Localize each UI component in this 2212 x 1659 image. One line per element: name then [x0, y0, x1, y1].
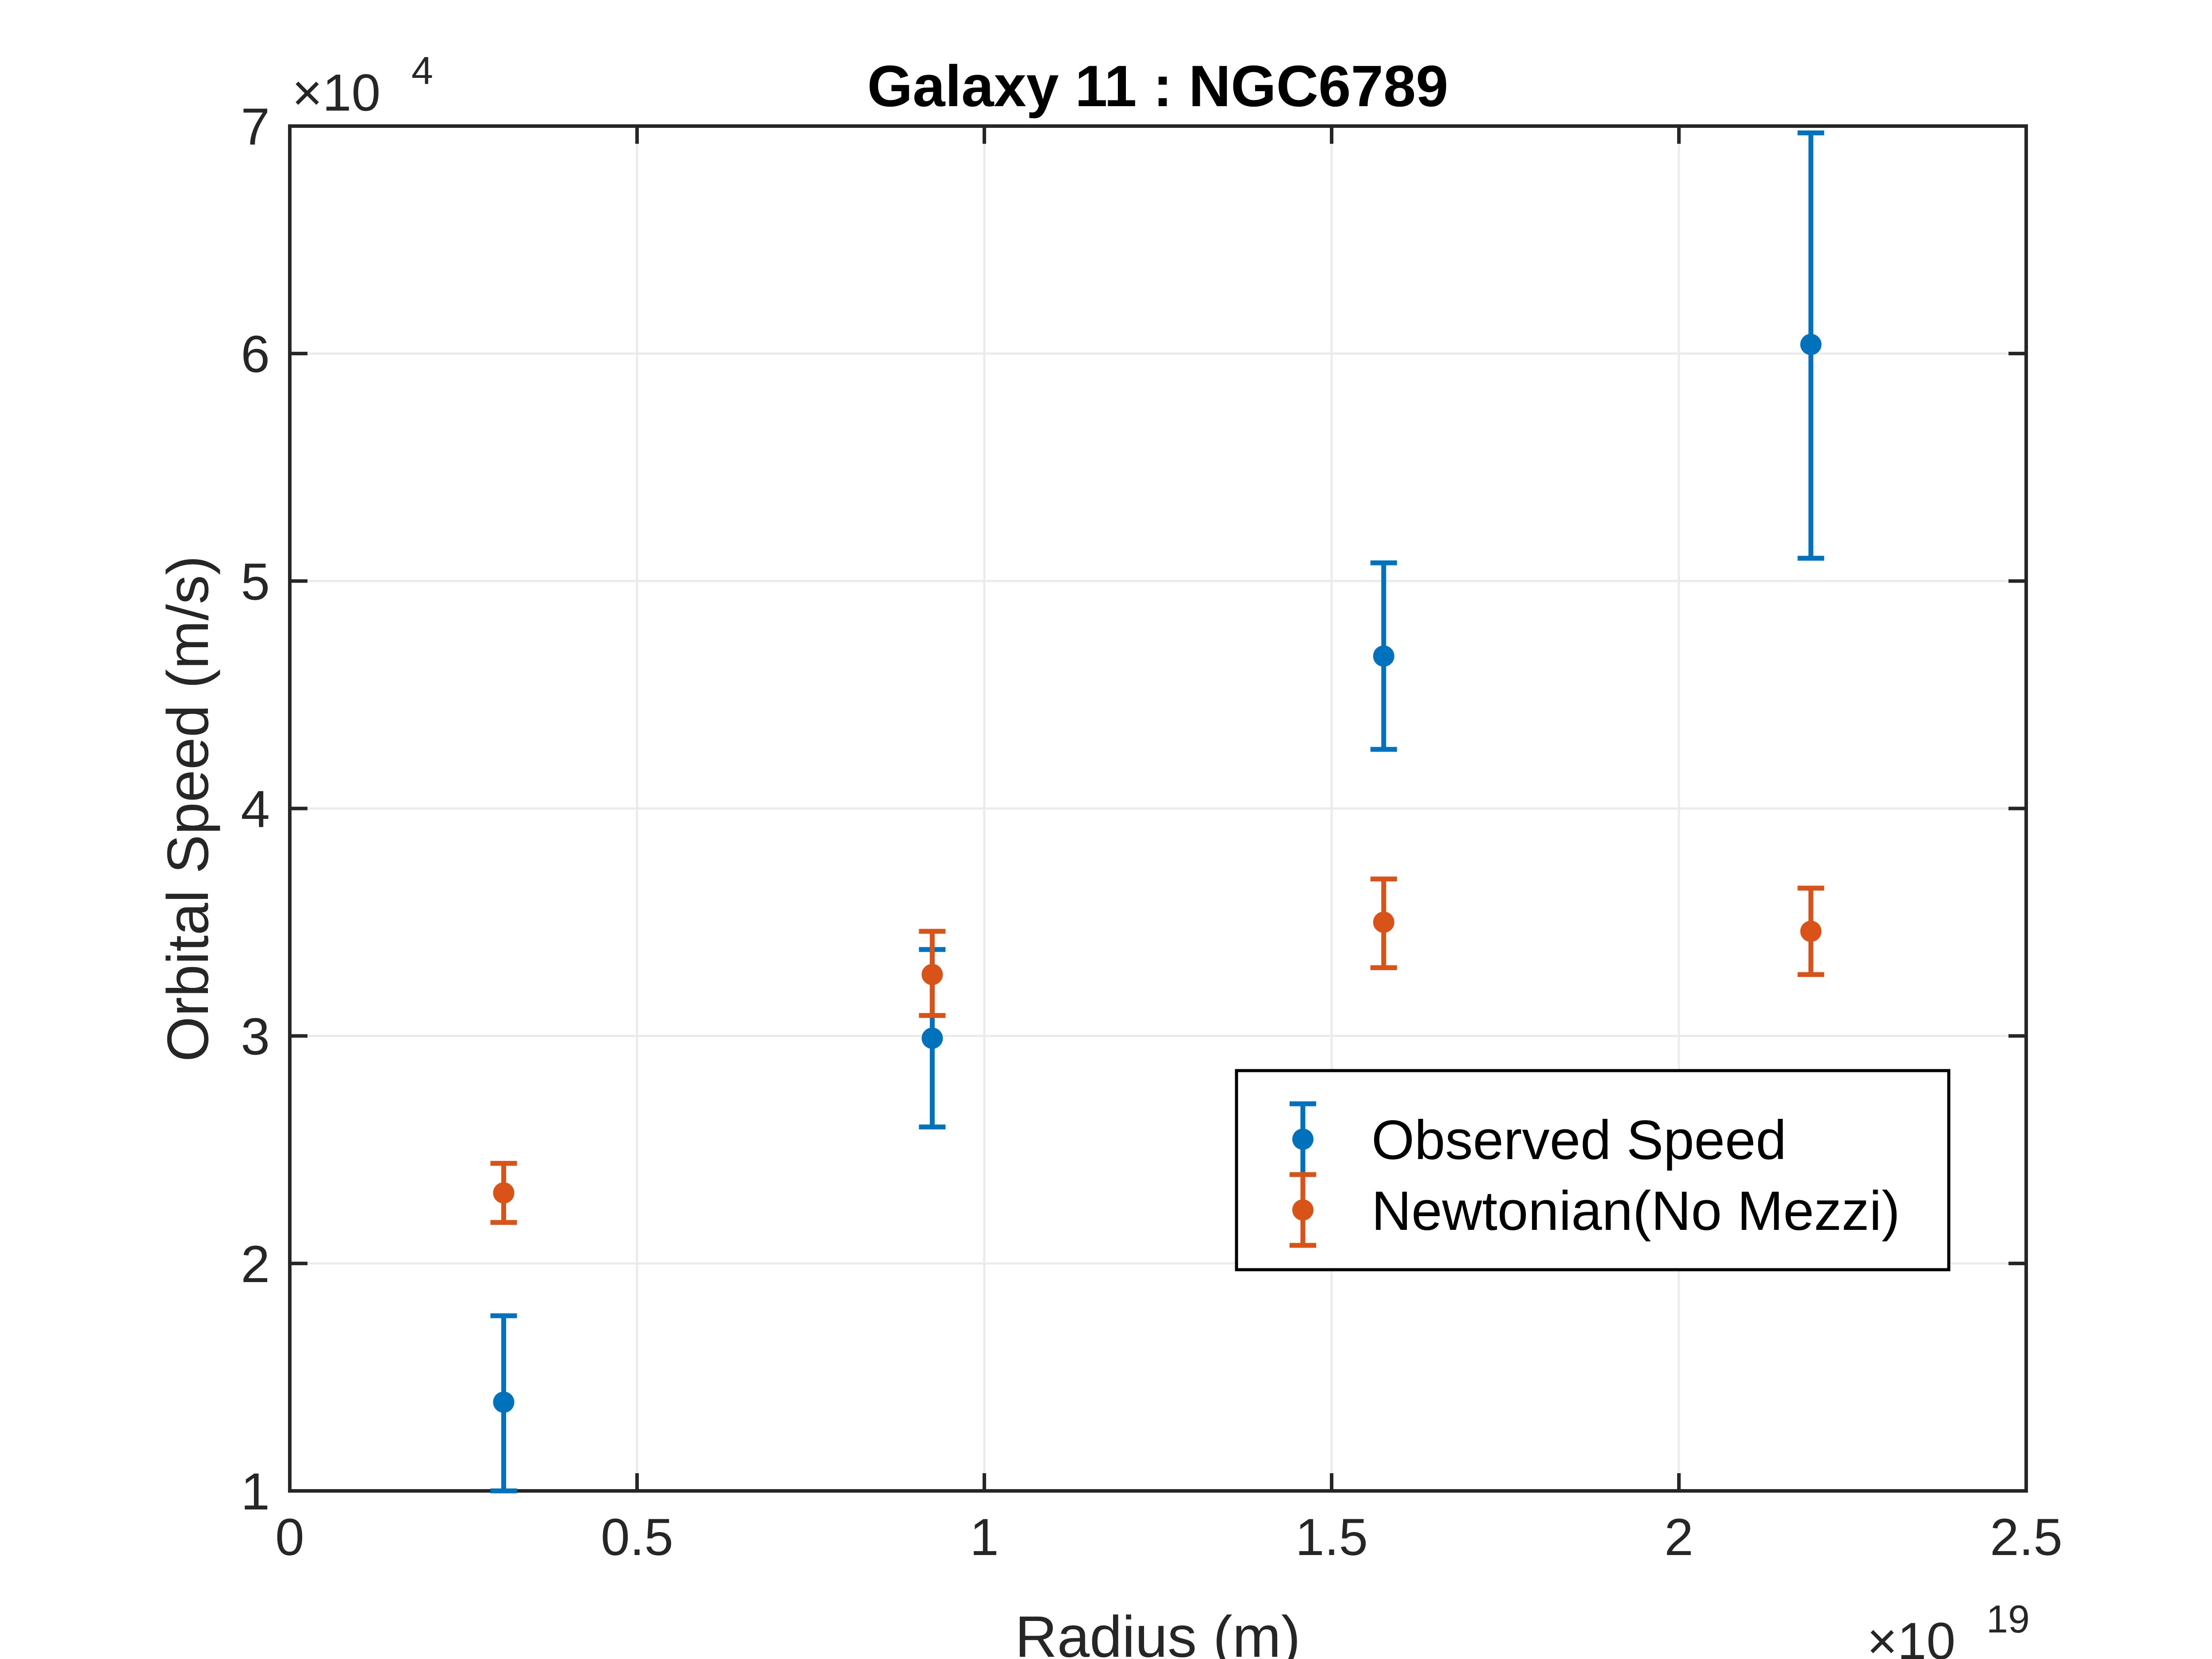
x-tick-label: 1.5: [1295, 1508, 1368, 1567]
legend-box: [1235, 1069, 1951, 1271]
legend-marker: [1292, 1129, 1313, 1150]
data-point: [1800, 334, 1822, 355]
y-tick-label: 5: [241, 553, 270, 611]
chart-title: Galaxy 11 : NGC6789: [867, 54, 1448, 119]
y-tick-label: 2: [241, 1235, 270, 1294]
x-exponent-label: ×10 19: [1867, 1597, 2030, 1659]
data-series: [490, 130, 1824, 1494]
series-newtonian: [490, 876, 1824, 1225]
x-exponent-text: 19: [1986, 1597, 2030, 1641]
legend-label: Observed Speed: [1371, 1110, 1786, 1171]
y-tick-label: 4: [241, 780, 270, 839]
legend-marker: [1292, 1199, 1313, 1221]
y-tick-label: 3: [241, 1008, 270, 1066]
data-point: [493, 1182, 515, 1204]
data-point: [922, 964, 943, 985]
legend-label: Newtonian(No Mezzi): [1371, 1180, 1900, 1242]
data-point: [922, 1027, 943, 1049]
y-exponent-label: ×10 4: [292, 49, 433, 122]
legend-entries: Observed Speed Newtonian(No Mezzi): [1290, 1101, 1900, 1248]
grid-lines: [290, 126, 2026, 1491]
x-tick-label: 0: [275, 1508, 304, 1567]
data-point: [1373, 911, 1394, 933]
x-tick-label: 0.5: [601, 1508, 673, 1567]
y-axis-label: Orbital Speed (m/s): [155, 556, 220, 1062]
y-tick-label: 6: [241, 325, 270, 384]
axis-ticks: 0 0.5 1 1.5 2 2.5 1 2 3 4 5 6 7: [241, 98, 2062, 1567]
y-multiplier-text: ×10: [292, 64, 380, 122]
x-axis-label: Radius (m): [1015, 1604, 1300, 1659]
y-tick-label: 7: [241, 98, 270, 156]
x-tick-label: 2.5: [1990, 1508, 2062, 1567]
data-point: [1800, 921, 1822, 942]
x-multiplier-text: ×10: [1867, 1612, 1955, 1659]
y-tick-label: 1: [241, 1463, 270, 1521]
data-point: [1373, 645, 1394, 667]
x-tick-label: 1: [970, 1508, 999, 1567]
x-tick-label: 2: [1664, 1508, 1694, 1567]
data-point: [493, 1391, 515, 1413]
legend: Observed Speed Newtonian(No Mezzi): [1235, 1069, 1951, 1271]
y-exponent-text: 4: [411, 49, 433, 92]
